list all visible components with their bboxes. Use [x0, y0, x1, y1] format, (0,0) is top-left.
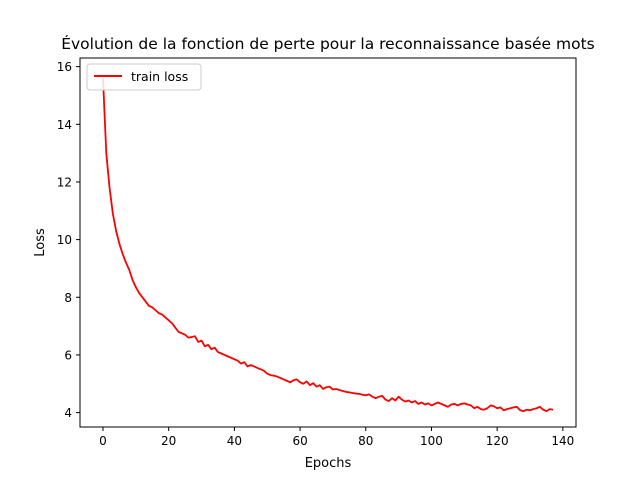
- x-tick-label: 0: [99, 434, 107, 448]
- y-axis: 4 6 8 10 12 14 16: [57, 60, 80, 420]
- legend-label-train-loss: train loss: [131, 69, 188, 84]
- y-tick-label: 14: [57, 118, 72, 132]
- chart-title: Évolution de la fonction de perte pour l…: [61, 34, 595, 53]
- x-tick-label: 140: [551, 434, 574, 448]
- axes-frame: [79, 57, 577, 428]
- x-tick-label: 40: [227, 434, 242, 448]
- series-line-train-loss: [102, 78, 554, 413]
- plot-area: [102, 78, 554, 413]
- legend: train loss: [86, 63, 202, 91]
- y-tick-label: 16: [57, 60, 72, 74]
- y-tick-label: 6: [64, 348, 72, 362]
- x-tick-label: 120: [486, 434, 509, 448]
- y-tick-label: 12: [57, 175, 72, 189]
- x-axis-label: Epochs: [305, 456, 352, 471]
- y-tick-label: 8: [64, 291, 72, 305]
- x-tick-label: 80: [358, 434, 373, 448]
- x-tick-label: 20: [161, 434, 176, 448]
- x-tick-label: 60: [292, 434, 307, 448]
- y-axis-label: Loss: [33, 228, 48, 257]
- y-tick-label: 10: [57, 233, 72, 247]
- x-tick-label: 100: [420, 434, 443, 448]
- x-axis: 0 20 40 60 80 100 120 140: [99, 427, 574, 448]
- legend-box: [86, 63, 202, 91]
- y-tick-label: 4: [64, 406, 72, 420]
